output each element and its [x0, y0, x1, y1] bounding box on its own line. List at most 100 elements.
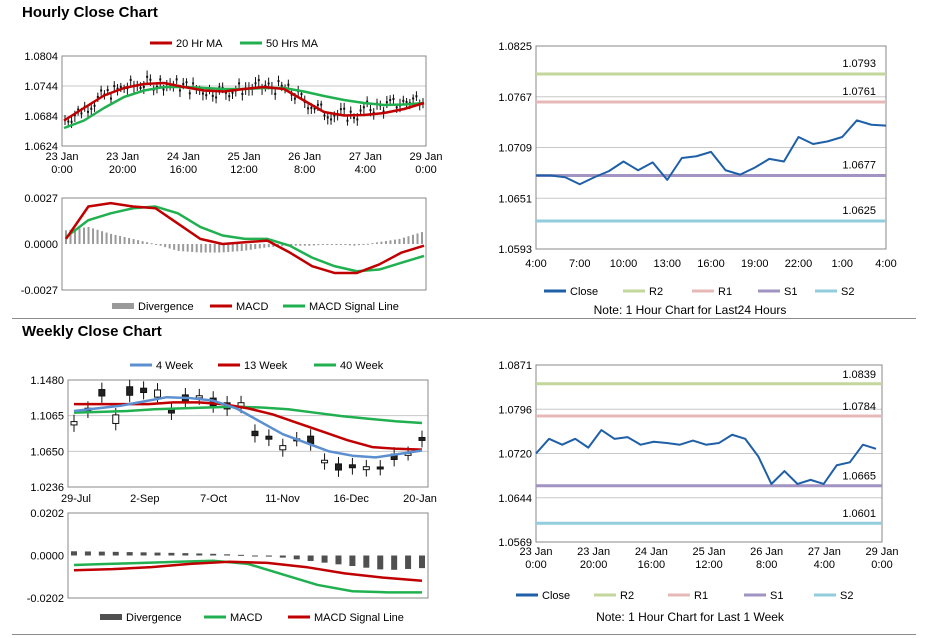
- weekly-levels-xtick-time-5: 4:00: [814, 559, 835, 571]
- hourly-divergence-bar: [254, 244, 257, 250]
- hourly-candle-body: [192, 82, 195, 85]
- weekly-divergence-bar: [293, 555, 300, 560]
- weekly-candle-body: [362, 466, 370, 471]
- hourly-divergence-bar: [69, 229, 72, 244]
- hourly-levels-frame: [535, 45, 887, 250]
- hourly-divergence-bar: [168, 244, 171, 249]
- hourly-divergence-bar: [218, 244, 221, 253]
- hourly-divergence-bar: [74, 228, 77, 244]
- hourly-divergence-bar: [416, 233, 419, 244]
- hourly-candle-body: [389, 99, 392, 102]
- hourly-candle-body: [362, 106, 365, 109]
- hourly-divergence-bar: [137, 240, 140, 244]
- hourly-divergence-bar: [177, 244, 180, 251]
- weekly-levels-xtick-0: 23 Jan: [519, 546, 552, 558]
- weekly-divergence-bar: [265, 555, 272, 557]
- hourly-candle-body: [119, 85, 122, 88]
- hourly-candle-body: [254, 82, 257, 85]
- hourly-divergence-bar: [411, 234, 414, 244]
- hourly-divergence-bar: [240, 244, 243, 251]
- hourly-candle-body: [70, 120, 73, 123]
- weekly-price-xtick-2: 7-Oct: [200, 493, 227, 505]
- weekly-levels-ytick-1: 1.0796: [498, 404, 532, 416]
- hourly-candle-body: [359, 109, 362, 112]
- hourly-candle-body: [205, 94, 208, 97]
- hourly-candle-body: [395, 106, 398, 109]
- weekly-divergence-bar: [168, 552, 175, 556]
- weekly-levels-xtick-time-0: 0:00: [525, 559, 546, 571]
- hourly-divergence-bar: [371, 243, 374, 245]
- hourly-divergence-bar: [92, 228, 95, 244]
- weekly-macd-ytick-1: 0.0000: [30, 551, 64, 563]
- hourly-candle-body: [307, 107, 310, 110]
- weekly-price-xtick-3: 11-Nov: [265, 493, 300, 505]
- weekly-divergence-bar: [154, 552, 161, 556]
- hourly-divergence-bar: [204, 244, 207, 253]
- weekly-levels-ytick-0: 1.0871: [498, 360, 532, 372]
- hourly-candle-body: [113, 85, 116, 88]
- weekly-levels-xtick-5: 27 Jan: [808, 546, 841, 558]
- hourly-divergence-bar: [114, 234, 117, 244]
- hourly-divergence-bar: [110, 233, 113, 244]
- hourly-divergence-bar: [398, 238, 401, 244]
- weekly-price-ytick-0: 1.1480: [30, 375, 64, 387]
- weekly-candle-body: [418, 436, 426, 441]
- hourly-divergence-bar: [191, 244, 194, 252]
- weekly-levels-xtick-2: 24 Jan: [635, 546, 668, 558]
- weekly-levels-xtick-time-2: 16:00: [638, 559, 666, 571]
- weekly-price-ytick-1: 1.1065: [30, 411, 64, 423]
- hourly-candle-body: [106, 89, 109, 92]
- weekly-divergence-bar: [251, 555, 258, 557]
- hourly-candle-body: [326, 116, 329, 119]
- hourly-candle-body: [415, 95, 418, 98]
- hourly-divergence-bar: [362, 244, 365, 245]
- hourly-price-ytick-2: 1.0684: [24, 111, 58, 123]
- hourly-legend-macd-signal-label: MACD Signal Line: [309, 301, 399, 313]
- weekly-candle-body: [334, 463, 342, 471]
- hourly-legend-20hr-label: 20 Hr MA: [176, 38, 223, 50]
- weekly-divergence-bar: [363, 555, 370, 568]
- hourly-divergence-bar: [375, 242, 378, 244]
- hourly-divergence-bar: [105, 232, 108, 244]
- hourly-levels-xtick-0: 4:00: [525, 258, 546, 270]
- hourly-candle-body: [80, 112, 83, 115]
- hourly-levels-xtick-3: 13:00: [653, 258, 681, 270]
- hourly-candle-body: [188, 92, 191, 95]
- hourly-candle-body: [382, 110, 385, 113]
- hourly-candle-body: [343, 107, 346, 110]
- hourly-divergence-bar: [150, 243, 153, 245]
- hourly-divergence-bar: [245, 244, 248, 251]
- hourly-candle-body: [293, 97, 296, 100]
- hourly-divergence-bar: [290, 244, 293, 246]
- hourly-divergence-bar: [87, 227, 90, 244]
- weekly-macd-ytick-2: -0.0202: [27, 593, 64, 605]
- hourly-divergence-bar: [384, 241, 387, 244]
- hourly-legend-divergence-label: Divergence: [138, 301, 194, 313]
- hourly-candle-body: [142, 85, 145, 88]
- weekly-divergence-bar: [377, 555, 384, 570]
- hourly-price-xtick-time-5: 4:00: [355, 164, 376, 176]
- hourly-price-xtick-time-4: 8:00: [294, 164, 315, 176]
- hourly-candle-body: [349, 110, 352, 113]
- weekly-legend-close-label: Close: [542, 590, 570, 602]
- weekly-levels-xtick-time-6: 0:00: [871, 559, 892, 571]
- hourly-levels-ytick-1: 1.0767: [498, 92, 532, 104]
- hourly-section-title: Hourly Close Chart: [22, 4, 158, 21]
- weekly-divergence-bar: [140, 552, 147, 556]
- hourly-levels-xtick-6: 22:00: [785, 258, 813, 270]
- weekly-candle-body: [154, 389, 162, 398]
- hourly-divergence-bar: [123, 237, 126, 244]
- weekly-legend-40wk-label: 40 Week: [340, 360, 384, 372]
- hourly-candle-body: [175, 78, 178, 81]
- hourly-candle-body: [310, 106, 313, 109]
- hourly-divergence-bar: [339, 244, 342, 245]
- weekly-divergence-bar: [210, 553, 217, 556]
- hourly-candle-body: [90, 107, 93, 110]
- hourly-candle-body: [267, 82, 270, 85]
- hourly-candle-body: [392, 98, 395, 101]
- hourly-candle-body: [323, 114, 326, 117]
- hourly-divergence-bar: [195, 244, 198, 253]
- hourly-candle-body: [149, 78, 152, 81]
- hourly-price-xtick-time-0: 0:00: [51, 164, 72, 176]
- weekly-divergence-bar: [419, 555, 425, 569]
